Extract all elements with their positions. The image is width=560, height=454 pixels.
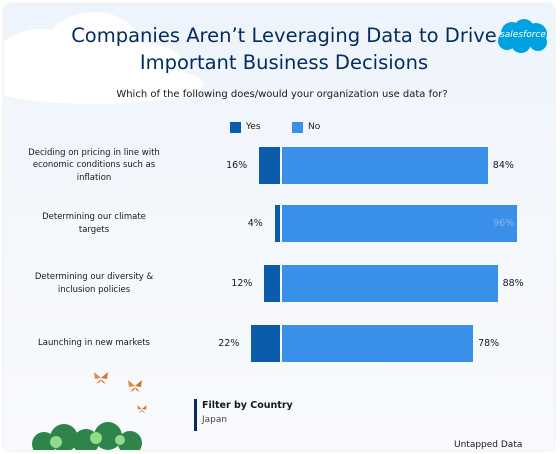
salesforce-logo-icon (498, 19, 547, 53)
title-line-2: Important Business Decisions (139, 51, 429, 74)
chart-title: Companies Aren’t Leveraging Data to Driv… (64, 22, 504, 76)
value-label-no: 84% (492, 160, 514, 171)
value-label-yes: 16% (226, 160, 248, 171)
category-label: Launching in new markets (19, 337, 169, 350)
legend-swatch-yes (230, 122, 241, 133)
bar-no[interactable] (282, 147, 488, 184)
value-label-yes: 22% (218, 338, 240, 349)
category-label: Determining our climate targets (19, 211, 169, 236)
logo-text: salesforce (500, 30, 546, 40)
bar-yes[interactable] (264, 265, 280, 302)
data-credit: Untapped Data (454, 440, 523, 450)
filter-title: Filter by Country (202, 400, 293, 411)
butterfly-icon (137, 405, 147, 413)
title-line-1: Companies Aren’t Leveraging Data to Driv… (71, 24, 497, 47)
value-label-yes: 12% (231, 278, 253, 289)
chart-card: Companies Aren’t Leveraging Data to Driv… (4, 4, 554, 450)
bar-no[interactable] (282, 205, 518, 242)
bar-no[interactable] (282, 325, 474, 362)
legend-label-no: No (308, 122, 321, 132)
category-label-line: Determining our diversity & (34, 272, 154, 282)
legend-label-yes: Yes (246, 122, 261, 132)
value-label-yes: 4% (247, 218, 263, 229)
butterfly-icon (94, 372, 108, 384)
category-label-line: Determining our climate (42, 212, 146, 222)
bar-yes[interactable] (274, 205, 280, 242)
bar-yes[interactable] (251, 325, 280, 362)
category-label-line: Deciding on pricing in line with (28, 147, 160, 158)
category-label-line: inflation (76, 172, 112, 183)
butterfly-icon (128, 380, 142, 392)
value-label-no: 96% (493, 218, 515, 229)
bush-decoration-icon (32, 422, 142, 450)
category-label-line: targets (78, 224, 110, 235)
category-label: Deciding on pricing in line with economic… (19, 147, 169, 185)
legend-swatch-no (292, 122, 303, 133)
chart-subtitle: Which of the following does/would your o… (116, 89, 448, 100)
value-label-no: 78% (478, 338, 500, 349)
category-label-line: inclusion policies (57, 284, 131, 295)
value-label-no: 88% (502, 278, 524, 289)
filter-country-value[interactable]: Japan (202, 415, 228, 425)
category-label-line: Launching in new markets (38, 338, 150, 349)
bar-no[interactable] (282, 265, 498, 302)
category-label: Determining our diversity & inclusion pol… (19, 271, 169, 296)
bar-yes[interactable] (259, 147, 280, 184)
filter-accent-bar (194, 399, 197, 431)
category-label-line: economic conditions such as (32, 160, 156, 171)
cloud-decoration (4, 64, 204, 104)
